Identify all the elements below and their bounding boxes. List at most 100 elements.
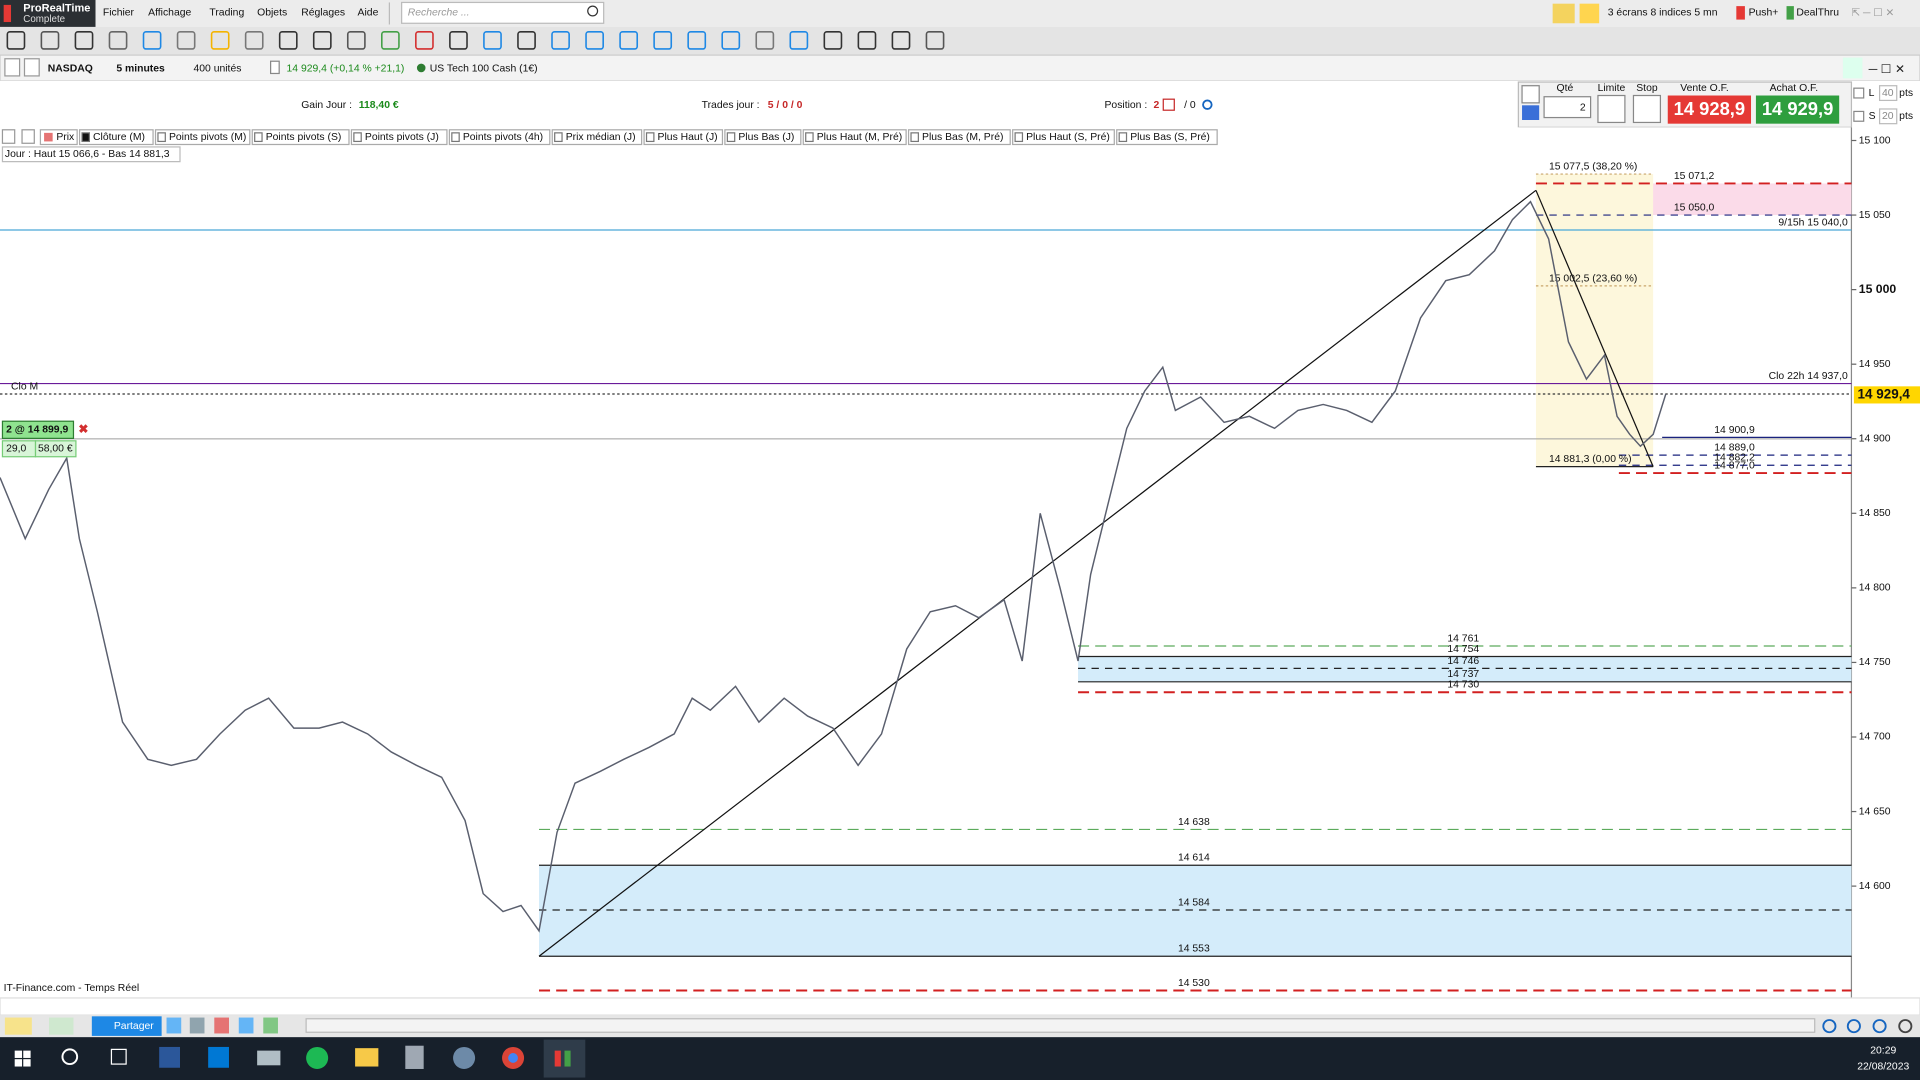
lock-icon[interactable]	[23, 58, 40, 77]
tool-button[interactable]	[210, 31, 230, 50]
menu-item[interactable]: Aide	[358, 8, 379, 19]
status[interactable]: 3 écrans 8 indices 5 mn	[1608, 8, 1718, 19]
search-icon[interactable]	[587, 5, 599, 17]
tool-button[interactable]	[483, 31, 502, 50]
indicator-tab[interactable]	[251, 129, 350, 146]
indicator-tab[interactable]	[1012, 129, 1115, 146]
tool-button[interactable]	[823, 31, 843, 50]
tool-button[interactable]	[755, 31, 775, 50]
link-icon[interactable]	[4, 58, 21, 77]
tool-button[interactable]	[312, 31, 332, 50]
chart-tool[interactable]	[214, 1017, 229, 1034]
tool-button[interactable]	[789, 31, 809, 50]
chart-tool[interactable]	[189, 1017, 205, 1034]
app-misc[interactable]	[453, 1046, 476, 1069]
menu-item[interactable]: Affichage	[148, 8, 191, 19]
sell-button[interactable]	[1667, 95, 1752, 124]
app-word[interactable]	[159, 1046, 180, 1068]
order-keyboard[interactable]	[1522, 105, 1540, 120]
tool-button[interactable]	[517, 31, 536, 50]
tab-checkbox[interactable]	[1118, 132, 1128, 143]
menu-item[interactable]: Fichier	[103, 8, 135, 19]
tool-button[interactable]	[244, 31, 264, 50]
refresh-icon[interactable]	[1842, 57, 1863, 79]
indicator-tab[interactable]	[1116, 129, 1218, 146]
search-taskbar[interactable]	[61, 1048, 79, 1066]
indicator-tab[interactable]	[154, 129, 251, 146]
tab-checkbox[interactable]	[726, 132, 736, 143]
chart-settings[interactable]	[1898, 1019, 1913, 1034]
add-chart[interactable]	[48, 1017, 74, 1035]
app-store[interactable]	[208, 1046, 229, 1068]
chart-tool[interactable]	[166, 1017, 182, 1034]
tool-button[interactable]	[449, 31, 468, 50]
settings-icon[interactable]	[1202, 99, 1213, 110]
menu-item[interactable]: Trading	[209, 8, 244, 19]
window-controls[interactable]: ⇱ ─ ☐ ✕	[1851, 8, 1894, 19]
tab-checkbox[interactable]	[554, 132, 563, 143]
chart-window-controls[interactable]: ─ ☐ ✕	[1868, 62, 1906, 76]
app-explorer[interactable]	[355, 1048, 379, 1067]
indicator-tab[interactable]	[724, 129, 802, 146]
app-spotify[interactable]	[306, 1046, 329, 1069]
indicator-tab[interactable]	[802, 129, 907, 146]
indicator-tab[interactable]	[643, 129, 724, 146]
draw-button[interactable]	[4, 1017, 32, 1035]
tool-button[interactable]	[40, 31, 60, 50]
tool-button[interactable]	[6, 31, 26, 50]
limit-button[interactable]	[1597, 94, 1626, 124]
order-tag[interactable]	[1, 420, 75, 439]
buy-button[interactable]	[1755, 95, 1840, 124]
long-pts-input[interactable]	[1878, 85, 1898, 102]
scrollbar[interactable]	[305, 1018, 1816, 1033]
tool-button[interactable]	[346, 31, 366, 50]
tab-checkbox[interactable]	[353, 132, 362, 143]
chart-tool[interactable]	[263, 1017, 278, 1034]
start-button[interactable]	[14, 1050, 31, 1067]
tool-button[interactable]	[278, 31, 298, 50]
long-checkbox[interactable]	[1853, 87, 1865, 99]
units[interactable]: 400 unités	[193, 63, 241, 74]
period[interactable]: 5 minutes	[116, 63, 165, 74]
indicator-tab[interactable]	[551, 129, 643, 146]
order-close[interactable]: ✖	[78, 422, 88, 436]
tool-button[interactable]	[619, 31, 639, 50]
tab-add-indicator[interactable]	[21, 129, 35, 144]
tool-button[interactable]	[380, 31, 400, 50]
tool-button[interactable]	[925, 31, 945, 50]
tab-checkbox[interactable]	[451, 132, 460, 143]
indicator-tab[interactable]	[448, 129, 551, 146]
tool-button[interactable]	[74, 31, 94, 50]
chart-tool[interactable]	[238, 1017, 254, 1034]
order-tool[interactable]	[1521, 85, 1540, 104]
tool-button[interactable]	[721, 31, 741, 50]
tab-checkbox[interactable]	[805, 132, 814, 143]
close-position[interactable]	[1162, 98, 1175, 111]
app-drive[interactable]	[257, 1050, 281, 1066]
app-calculator[interactable]	[405, 1045, 424, 1069]
stop-button[interactable]	[1632, 94, 1662, 124]
tab-checkbox[interactable]	[645, 132, 655, 143]
tool-button[interactable]	[891, 31, 911, 50]
indicator-tab[interactable]	[350, 129, 448, 146]
tool-button[interactable]	[415, 31, 434, 50]
tool-icon[interactable]	[1552, 3, 1575, 24]
indicator-tab[interactable]	[78, 129, 154, 146]
menu-item[interactable]: Objets	[257, 8, 287, 19]
tool-button[interactable]	[142, 31, 162, 50]
market[interactable]: NASDAQ	[48, 63, 93, 74]
tab-add[interactable]	[1, 129, 16, 144]
tool-button[interactable]	[585, 31, 604, 50]
tab-checkbox[interactable]	[81, 132, 91, 143]
tab-checkbox[interactable]	[910, 132, 919, 143]
tool-button[interactable]	[108, 31, 128, 50]
tab-checkbox[interactable]	[254, 132, 263, 143]
zoom-fit[interactable]	[1822, 1019, 1837, 1034]
zoom-in[interactable]	[1872, 1019, 1887, 1034]
indicator-tab[interactable]	[907, 129, 1011, 146]
qty-input[interactable]	[1543, 96, 1592, 119]
tool-button[interactable]	[857, 31, 877, 50]
tool-button[interactable]	[687, 31, 707, 50]
tab-checkbox[interactable]	[157, 132, 166, 143]
tool-button[interactable]	[176, 31, 196, 50]
